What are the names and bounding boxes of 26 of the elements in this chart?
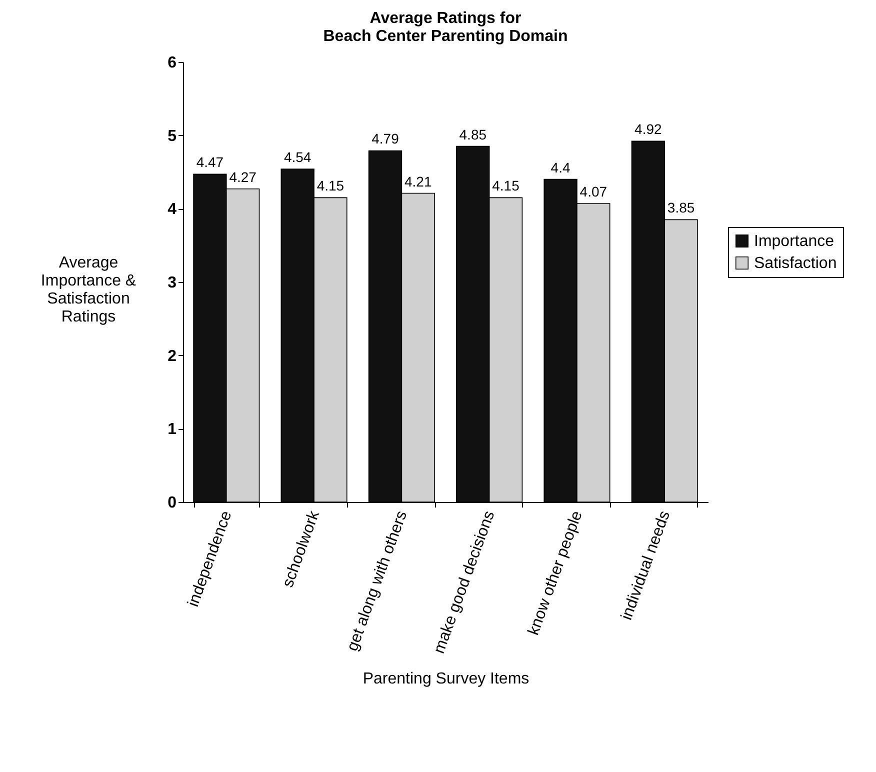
data-label: 4.85 [459, 126, 487, 142]
data-label: 4.27 [229, 168, 257, 185]
data-label: 4.21 [404, 173, 432, 190]
y-tick-label: 0 [168, 494, 177, 512]
x-axis-title: Parenting Survey Items [362, 670, 530, 688]
data-label: 4.15 [492, 178, 520, 194]
y-tick-label: 1 [168, 421, 177, 438]
y-tick-label: 2 [168, 348, 177, 365]
legend-label: Satisfaction [754, 255, 837, 272]
data-label: 4.79 [372, 130, 400, 147]
data-label: 3.85 [667, 200, 695, 216]
data-label: 4.47 [196, 154, 224, 170]
y-tick-label: 4 [168, 201, 177, 218]
y-tick-label: 6 [168, 54, 177, 72]
legend-label: Importance [754, 233, 834, 250]
data-label: 4.07 [580, 184, 608, 200]
x-tick-label: get along with others [344, 508, 411, 654]
y-tick-label: 5 [168, 128, 177, 145]
data-label: 4.15 [316, 178, 344, 194]
x-tick-label: know other people [525, 508, 586, 638]
data-label: 4.4 [550, 159, 570, 176]
data-label: 4.92 [634, 121, 662, 138]
data-label: 4.54 [284, 149, 312, 166]
chart-title: Average Ratings for Beach Center Parenting Domain [323, 10, 568, 45]
y-tick-label: 3 [168, 274, 177, 292]
y-axis-title: Average Importance & Satisfaction Ratings [40, 254, 136, 326]
